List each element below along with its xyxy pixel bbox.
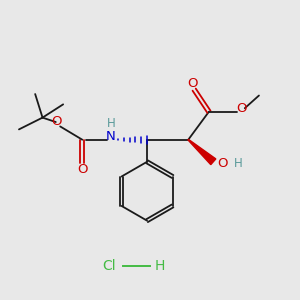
Text: H: H [106, 117, 115, 130]
Text: O: O [77, 163, 88, 176]
Text: O: O [188, 77, 198, 90]
Text: H: H [155, 259, 166, 273]
Text: O: O [51, 115, 62, 128]
Text: H: H [234, 157, 243, 170]
Text: N: N [106, 130, 116, 143]
Text: O: O [236, 102, 247, 115]
Text: Cl: Cl [102, 259, 116, 273]
Polygon shape [188, 140, 216, 165]
Text: O: O [217, 157, 227, 170]
